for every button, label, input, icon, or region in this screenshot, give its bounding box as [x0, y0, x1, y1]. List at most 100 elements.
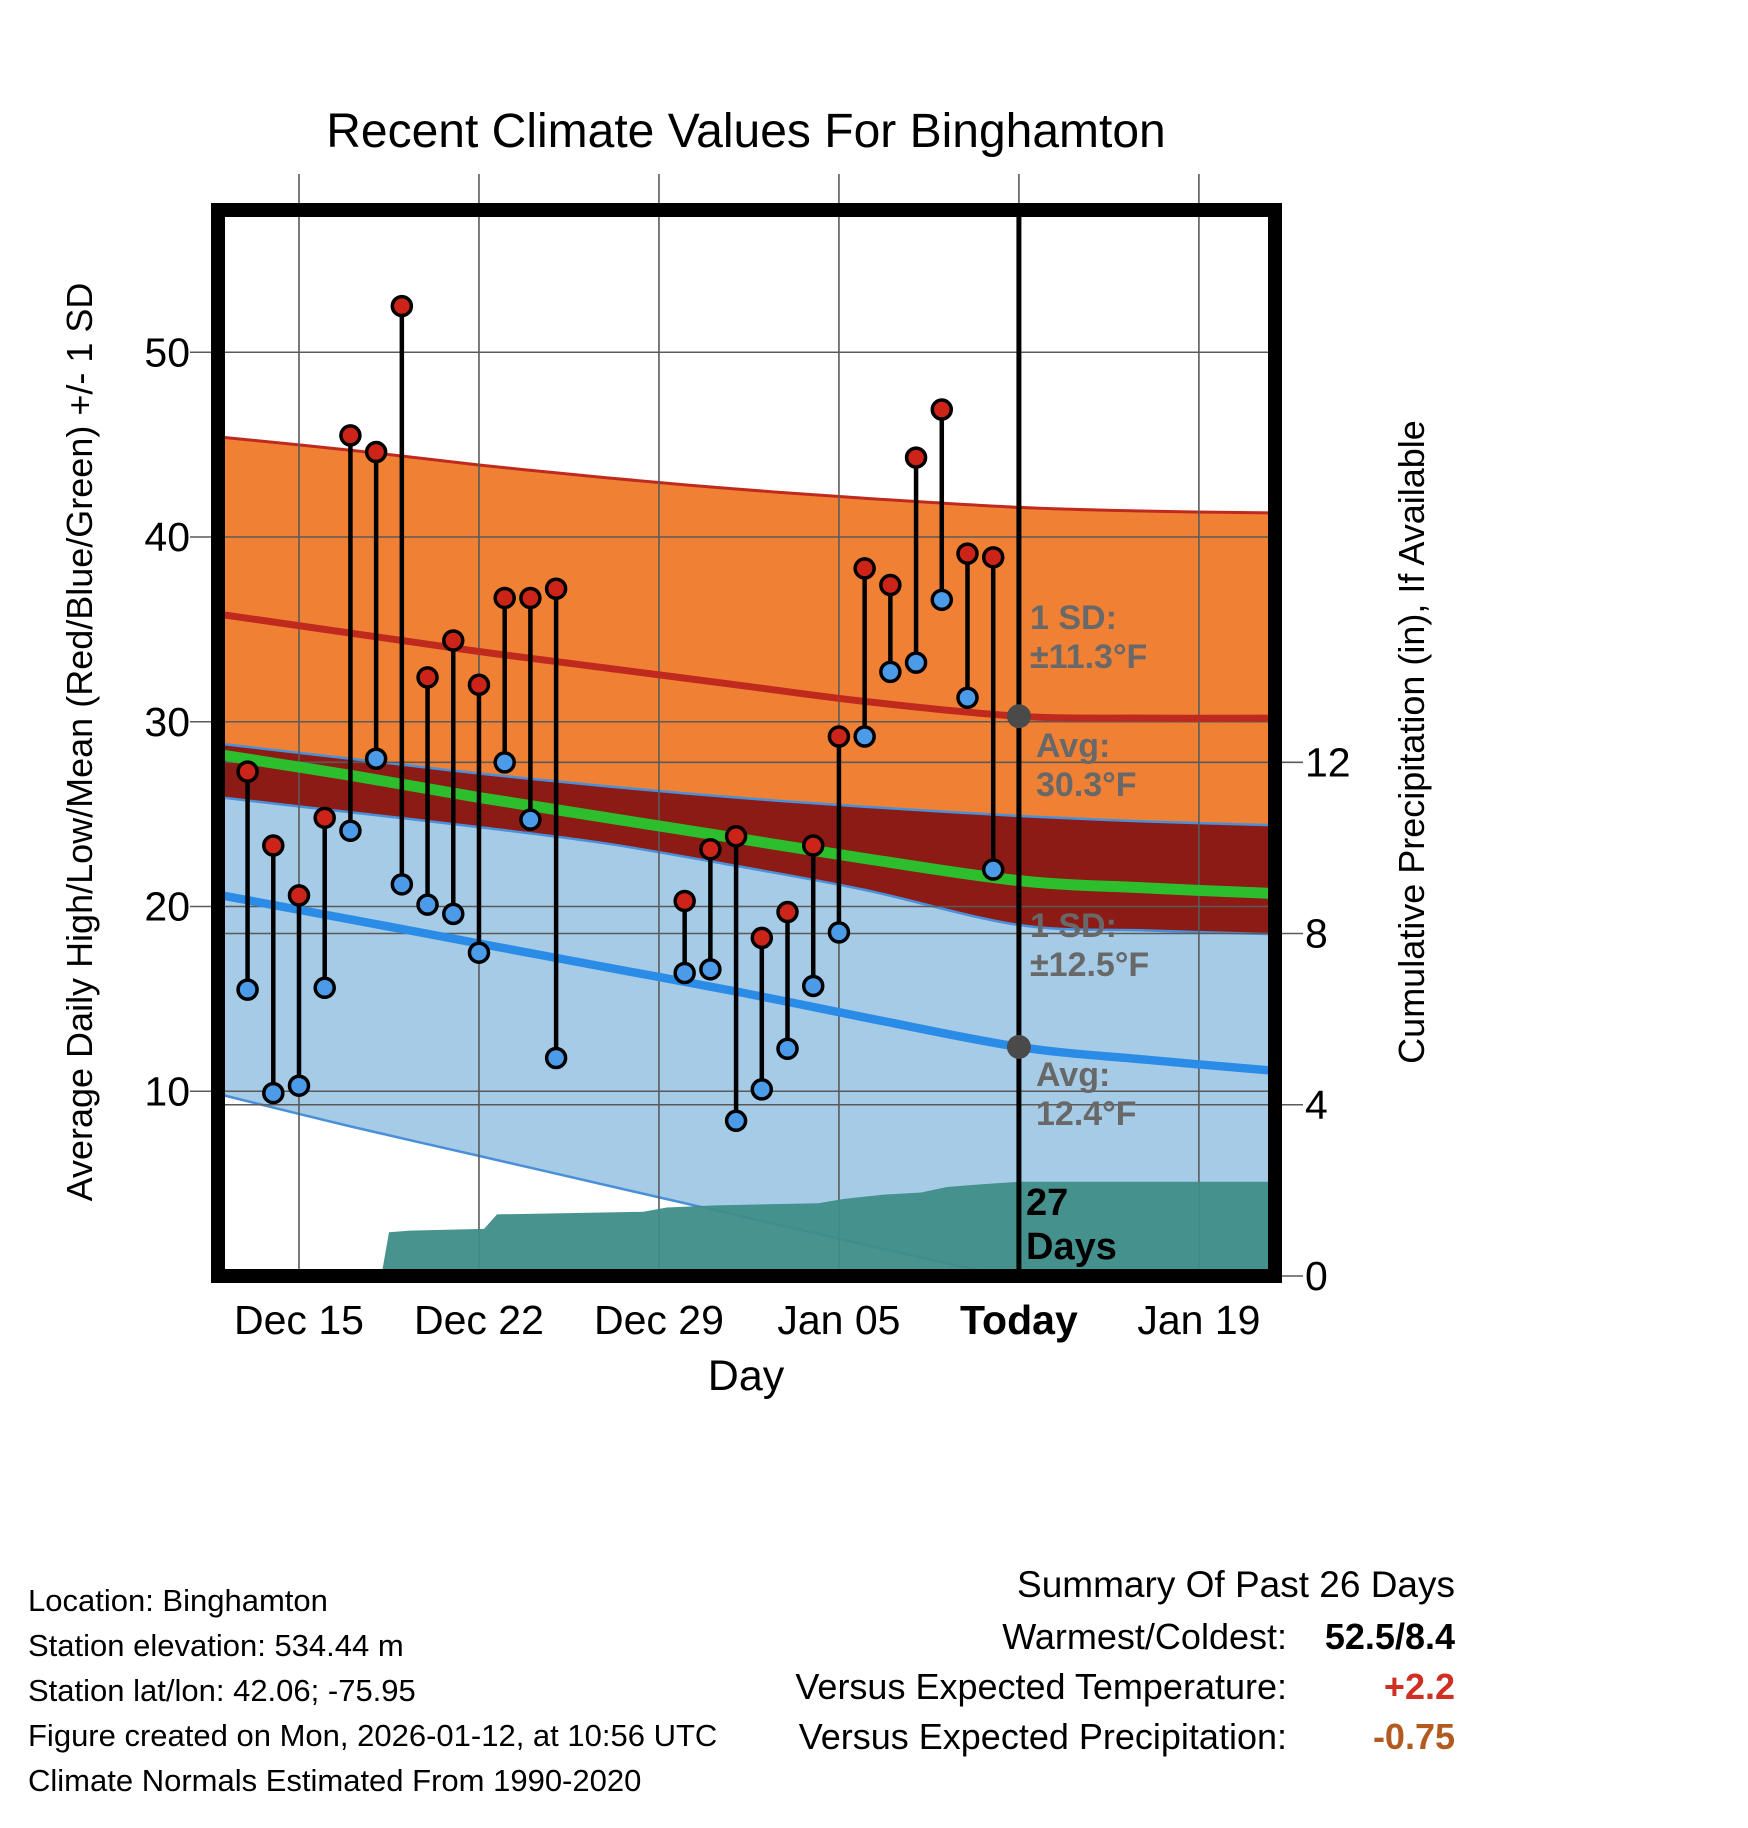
footer-info: Location: Binghamton Station elevation: …: [28, 1578, 717, 1803]
obs-low-marker: [390, 873, 414, 896]
y-tick-label-precip: 4: [1305, 1082, 1328, 1128]
y-tick-label-temp: 50: [144, 329, 190, 375]
edge-low-plus-sd: [221, 742, 1275, 827]
today-avg-high-dot: [1006, 704, 1031, 729]
obs-low-marker: [236, 978, 259, 1001]
obs-low-marker: [930, 588, 954, 612]
summary-block: Summary Of Past 26 Days Warmest/Coldest:…: [795, 1558, 1455, 1762]
obs-low-marker: [544, 1046, 568, 1070]
annotation-high-sd: 1 SD: ±11.3°F: [1030, 599, 1147, 677]
x-tick-label: Dec 22: [414, 1297, 544, 1343]
obs-low-marker: [364, 747, 388, 770]
obs-low-marker: [981, 858, 1005, 881]
annotation-days-count-line1: 27: [1026, 1182, 1069, 1224]
band-high-sd: [221, 437, 1275, 826]
annotation-high-sd-line1: 1 SD:: [1030, 599, 1117, 637]
y-tick-label-precip: 8: [1305, 911, 1328, 957]
y-tick-label-precip: 0: [1305, 1253, 1328, 1299]
summary-row-warmest-coldest: Warmest/Coldest: 52.5/8.4: [795, 1612, 1455, 1662]
obs-low-marker: [673, 961, 696, 985]
obs-high-marker: [544, 577, 568, 600]
obs-high-marker: [287, 884, 311, 907]
summary-label: Versus Expected Temperature:: [795, 1666, 1287, 1707]
annotation-high-sd-line2: ±11.3°F: [1030, 638, 1148, 676]
obs-high-marker: [827, 725, 851, 748]
obs-high-marker: [313, 806, 336, 830]
annotation-low-avg-line1: Avg:: [1036, 1056, 1111, 1094]
obs-high-marker: [519, 586, 542, 610]
y-axis-label-left: Average Daily High/Low/Mean (Red/Blue/Gr…: [59, 282, 100, 1202]
annotation-low-sd: 1 SD: ±12.5°F: [1030, 907, 1149, 985]
footer-line-latlon: Station lat/lon: 42.06; -75.95: [28, 1673, 416, 1708]
obs-low-marker: [724, 1109, 748, 1133]
annotation-low-sd-line2: ±12.5°F: [1030, 946, 1150, 984]
summary-row-vs-temperature: Versus Expected Temperature: +2.2: [795, 1662, 1455, 1712]
x-axis-label: Day: [707, 1352, 785, 1400]
obs-low-marker: [750, 1078, 774, 1101]
summary-title: Summary Of Past 26 Days: [1017, 1564, 1455, 1605]
obs-low-marker: [442, 902, 465, 926]
summary-row-vs-precipitation: Versus Expected Precipitation: -0.75: [795, 1712, 1455, 1762]
annotation-high-avg-line1: Avg:: [1036, 727, 1111, 765]
observations: [236, 294, 1005, 1133]
obs-high-marker: [416, 666, 439, 689]
obs-low-marker: [339, 819, 362, 843]
footer-line-location: Location: Binghamton: [28, 1583, 328, 1618]
obs-high-marker: [442, 629, 465, 652]
climatology-bands: [221, 435, 1275, 1276]
obs-high-marker: [879, 573, 902, 597]
obs-low-marker: [776, 1037, 799, 1061]
annotation-low-avg-line2: 12.4°F: [1036, 1095, 1137, 1133]
obs-low-marker: [801, 974, 825, 998]
obs-high-marker: [724, 825, 748, 848]
summary-value: -0.75: [1372, 1716, 1455, 1757]
obs-low-marker: [519, 808, 542, 831]
obs-low-marker: [904, 651, 928, 674]
x-tick-label: Dec 29: [594, 1297, 724, 1343]
summary-label: Versus Expected Precipitation:: [798, 1716, 1287, 1757]
obs-high-marker: [390, 294, 414, 318]
obs-low-marker: [879, 660, 902, 684]
obs-low-marker: [853, 725, 876, 748]
x-tick-label: Jan 05: [777, 1297, 900, 1343]
obs-high-marker: [467, 673, 491, 697]
summary-value: +2.2: [1383, 1666, 1455, 1707]
annotation-low-sd-line1: 1 SD:: [1030, 907, 1117, 945]
y-tick-label-temp: 20: [144, 884, 190, 930]
chart-title: Recent Climate Values For Binghamton: [326, 105, 1166, 158]
annotation-low-avg: Avg: 12.4°F: [1036, 1056, 1137, 1134]
obs-high-marker: [493, 586, 516, 610]
footer-line-normals: Climate Normals Estimated From 1990-2020: [28, 1763, 642, 1798]
summary-value: 52.5/8.4: [1324, 1616, 1455, 1657]
y-tick-label-precip: 12: [1305, 739, 1351, 785]
edge-high-plus-sd: [221, 435, 1275, 515]
annotation-high-avg-line2: 30.3°F: [1036, 766, 1137, 804]
obs-high-marker: [364, 440, 388, 464]
annotation-days-count: 27 Days: [1026, 1181, 1117, 1269]
obs-high-marker: [699, 837, 722, 861]
obs-high-marker: [904, 446, 928, 469]
x-tick-label: Jan 19: [1137, 1297, 1260, 1343]
obs-high-marker: [853, 557, 876, 580]
obs-low-marker: [956, 686, 979, 709]
y-tick-label-temp: 40: [144, 514, 190, 560]
obs-low-marker: [467, 941, 491, 964]
obs-low-marker: [493, 751, 516, 774]
obs-high-marker: [236, 760, 259, 783]
cumulative-precip-area: [381, 1181, 1275, 1276]
obs-low-marker: [416, 893, 439, 916]
y-tick-label-temp: 30: [144, 699, 190, 745]
obs-high-marker: [750, 926, 774, 950]
obs-high-marker: [981, 546, 1005, 569]
obs-low-marker: [827, 921, 851, 944]
footer-line-created: Figure created on Mon, 2026-01-12, at 10…: [28, 1718, 718, 1753]
obs-high-marker: [776, 900, 799, 924]
plot-frame: [211, 203, 1282, 1283]
avg-high-line: [221, 611, 1275, 722]
x-tick-label: Dec 15: [234, 1297, 364, 1343]
x-tick-label: Today: [960, 1297, 1078, 1343]
annotation-days-count-line2: Days: [1026, 1226, 1117, 1268]
summary-label: Warmest/Coldest:: [1002, 1616, 1287, 1657]
obs-high-marker: [673, 889, 696, 913]
